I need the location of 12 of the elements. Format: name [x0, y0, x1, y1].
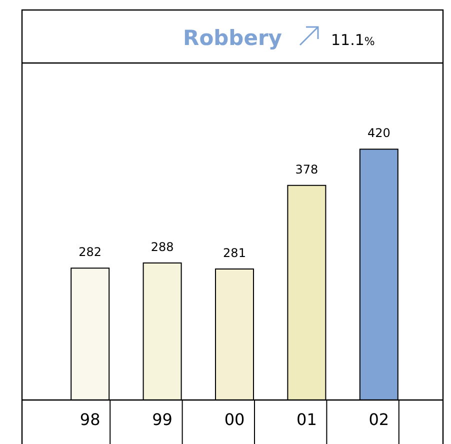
x-tick-label: 01: [296, 410, 317, 429]
x-tick-label: 00: [224, 410, 245, 429]
data-label: 281: [223, 246, 246, 260]
data-label: 288: [150, 240, 174, 254]
data-label: 282: [78, 245, 102, 260]
data-label: 420: [367, 126, 390, 140]
x-tick-label: 98: [80, 410, 100, 429]
x-tick-label: 99: [152, 410, 172, 429]
chart-title: Robbery: [183, 26, 282, 50]
data-label: 378: [295, 162, 318, 176]
x-tick-label: 02: [368, 410, 390, 429]
chart-subtitle: 11.1%: [331, 31, 375, 49]
